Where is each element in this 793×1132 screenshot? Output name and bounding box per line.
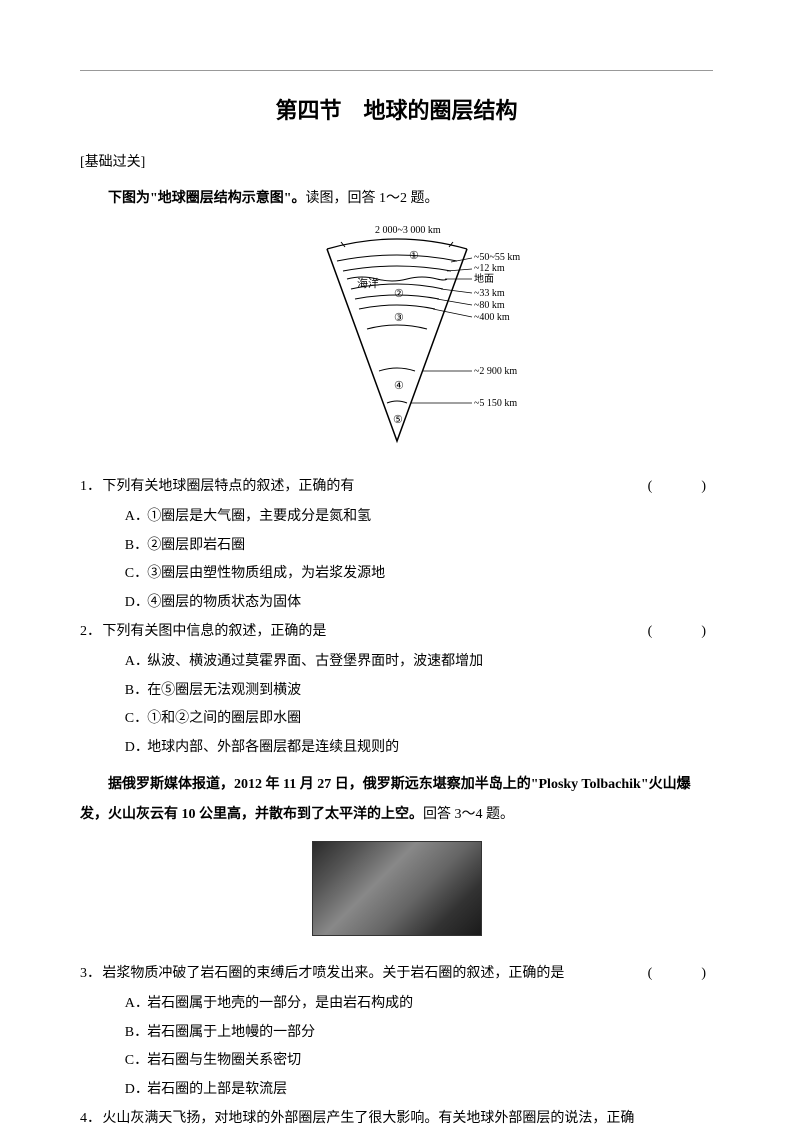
q3-paren: ( ) [648, 961, 713, 988]
question-1: 1． 下列有关地球圈层特点的叙述，正确的有( ) [80, 474, 713, 501]
q1-opt-c: C．③圈层由塑性物质组成，为岩浆发源地 [80, 561, 713, 588]
depth-0: ~50~55 km [474, 252, 520, 263]
q2-num: 2． [80, 619, 102, 646]
q3-opt-c: C．岩石圈与生物圈关系密切 [80, 1048, 713, 1075]
page-title: 第四节 地球的圈层结构 [80, 90, 713, 132]
q1-num: 1． [80, 474, 102, 501]
depth-6: ~2 900 km [474, 366, 517, 377]
q2-opt-c: C．①和②之间的圈层即水圈 [80, 706, 713, 733]
q2-paren: ( ) [648, 619, 713, 646]
circle-1: ① [409, 250, 419, 262]
depth-7: ~5 150 km [474, 398, 517, 409]
volcano-photo [312, 841, 482, 936]
circle-4: ④ [394, 380, 404, 392]
q3-stem: 岩浆物质冲破了岩石圈的束缚后才喷发出来。关于岩石圈的叙述，正确的是( ) [102, 961, 713, 988]
intro-rest: 读图，回答 1～2 题。 [306, 191, 439, 206]
passage-2: 据俄罗斯媒体报道，2012 年 11 月 27 日，俄罗斯远东堪察加半岛上的"P… [80, 770, 713, 832]
earth-layers-diagram: 2 000~3 000 km ① ② ③ ④ ⑤ 海洋 ~50~55 km ~1… [80, 221, 713, 462]
q2-opt-b: B．在⑤圈层无法观测到横波 [80, 678, 713, 705]
circle-2: ② [394, 288, 404, 300]
passage-bold: 据俄罗斯媒体报道，2012 年 11 月 27 日，俄罗斯远东堪察加半岛上的"P… [80, 777, 691, 823]
svg-top-label: 2 000~3 000 km [375, 225, 441, 236]
q3-opt-d: D．岩石圈的上部是软流层 [80, 1077, 713, 1104]
passage-rest: 回答 3～4 题。 [423, 807, 514, 822]
volcano-photo-container [80, 841, 713, 947]
q3-num: 3． [80, 961, 102, 988]
ocean-label: 海洋 [357, 276, 379, 290]
q4-stem: 火山灰满天飞扬，对地球的外部圈层产生了很大影响。有关地球外部圈层的说法，正确 [102, 1106, 713, 1132]
question-3: 3． 岩浆物质冲破了岩石圈的束缚后才喷发出来。关于岩石圈的叙述，正确的是( ) [80, 961, 713, 988]
q3-opt-b: B．岩石圈属于上地幔的一部分 [80, 1020, 713, 1047]
intro-bold: 下图为"地球圈层结构示意图"。 [108, 191, 306, 206]
circle-3: ③ [394, 312, 404, 324]
depth-4: ~80 km [474, 300, 505, 311]
header-rule [80, 70, 713, 71]
depth-5: ~400 km [474, 312, 510, 323]
depth-1: ~12 km [474, 263, 505, 274]
q3-opt-a: A．岩石圈属于地壳的一部分，是由岩石构成的 [80, 991, 713, 1018]
q1-opt-a: A．①圈层是大气圈，主要成分是氮和氢 [80, 504, 713, 531]
q1-paren: ( ) [648, 474, 713, 501]
q4-num: 4． [80, 1106, 102, 1132]
question-4: 4． 火山灰满天飞扬，对地球的外部圈层产生了很大影响。有关地球外部圈层的说法，正… [80, 1106, 713, 1132]
q2-opt-d: D．地球内部、外部各圈层都是连续且规则的 [80, 735, 713, 762]
question-2: 2． 下列有关图中信息的叙述，正确的是( ) [80, 619, 713, 646]
intro-text: 下图为"地球圈层结构示意图"。读图，回答 1～2 题。 [80, 186, 713, 213]
depth-3: ~33 km [474, 288, 505, 299]
depth-2: 地面 [474, 272, 494, 285]
section-label: [基础过关] [80, 150, 713, 177]
q1-opt-b: B．②圈层即岩石圈 [80, 533, 713, 560]
q2-stem: 下列有关图中信息的叙述，正确的是( ) [102, 619, 713, 646]
circle-5: ⑤ [393, 414, 403, 426]
q1-stem: 下列有关地球圈层特点的叙述，正确的有( ) [102, 474, 713, 501]
q1-opt-d: D．④圈层的物质状态为固体 [80, 590, 713, 617]
q2-opt-a: A．纵波、横波通过莫霍界面、古登堡界面时，波速都增加 [80, 649, 713, 676]
